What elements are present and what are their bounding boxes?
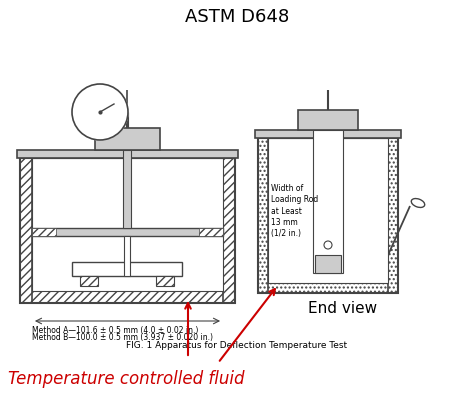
Bar [268, 138, 388, 283]
Bar [315, 255, 341, 273]
Bar [388, 138, 398, 293]
Bar [32, 228, 56, 236]
Bar [20, 158, 235, 303]
Text: Width of
Loading Rod
at Least
13 mm
(1/2 in.): Width of Loading Rod at Least 13 mm (1/2… [271, 184, 318, 238]
Bar [32, 228, 223, 236]
Bar [199, 228, 223, 236]
Text: End view: End view [309, 301, 378, 316]
Bar [258, 138, 268, 293]
Text: Method A—101.6 ± 0.5 mm (4.0 ± 0.02 in.): Method A—101.6 ± 0.5 mm (4.0 ± 0.02 in.) [32, 326, 199, 335]
Bar [124, 236, 130, 276]
Bar [72, 262, 182, 276]
Circle shape [324, 241, 332, 249]
Bar [156, 276, 174, 286]
Bar [32, 158, 223, 291]
Text: ASTM D648: ASTM D648 [185, 8, 289, 26]
Bar [32, 158, 223, 291]
Bar [123, 150, 131, 228]
Bar [20, 158, 32, 303]
Bar [258, 283, 398, 293]
Bar [268, 138, 388, 283]
Bar [255, 130, 401, 138]
Bar [20, 291, 235, 303]
Circle shape [72, 84, 128, 140]
Bar [80, 276, 98, 286]
Bar [258, 138, 398, 293]
Text: FIG. 1 Apparatus for Deflection Temperature Test: FIG. 1 Apparatus for Deflection Temperat… [127, 341, 347, 350]
Ellipse shape [411, 199, 425, 207]
Bar [95, 128, 160, 150]
Text: Temperature controlled fluid: Temperature controlled fluid [8, 370, 245, 388]
Bar [17, 150, 238, 158]
Bar [313, 130, 343, 273]
Text: Method B—100.0 ± 0.5 mm (3.937 ± 0.020 in.): Method B—100.0 ± 0.5 mm (3.937 ± 0.020 i… [32, 333, 213, 342]
Bar [298, 110, 358, 130]
Bar [223, 158, 235, 303]
